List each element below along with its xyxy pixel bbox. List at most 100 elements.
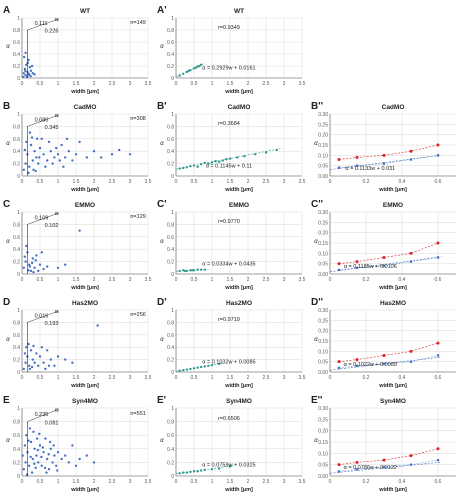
x-tick-label: 3 <box>129 277 132 283</box>
data-point <box>42 267 45 271</box>
data-point <box>218 160 221 163</box>
x-tick-label: 3.5 <box>299 277 306 283</box>
x-tick-label: 2 <box>247 375 250 381</box>
y-tick-label: 0.8 <box>13 420 20 426</box>
y-tick-label: 0.2 <box>13 64 20 70</box>
annotation: 0.193 <box>45 321 59 327</box>
y-tick-label: 0.6 <box>13 137 20 143</box>
data-point <box>25 434 28 437</box>
data-point <box>182 166 185 170</box>
trend-line <box>175 269 209 272</box>
data-point <box>55 146 58 150</box>
y-tick-label: 0 <box>17 474 20 480</box>
data-point <box>96 324 99 327</box>
y-axis-label: α <box>314 141 318 147</box>
data-point <box>56 451 60 454</box>
data-point <box>40 455 43 459</box>
data-point <box>41 446 45 449</box>
y-tick-label: 0 <box>171 174 174 180</box>
data-point <box>53 156 56 159</box>
data-point <box>196 366 199 369</box>
y-tick-label: 0.6 <box>167 40 174 46</box>
data-point <box>185 166 188 169</box>
red-data-point <box>382 353 386 357</box>
chart-title: EMMO <box>75 202 95 209</box>
x-tick-label: 0.2 <box>363 179 370 185</box>
red-data-point <box>409 251 413 255</box>
reference-line <box>27 213 59 225</box>
x-tick-label: 3.5 <box>299 375 306 381</box>
data-point <box>31 72 34 75</box>
y-tick-label: 0.25 <box>318 122 328 128</box>
x-tick-label: 2.5 <box>263 277 270 283</box>
data-point <box>24 260 27 263</box>
data-point <box>33 447 36 450</box>
x-tick-label: 3.5 <box>299 479 306 485</box>
panel-e2: E'' Syn4MO 0.00 0.05 0.10 0.15 0.20 0.25 0.30 0 0.… <box>311 395 456 493</box>
data-point <box>47 453 50 456</box>
x-axis-label: width [µm] <box>224 383 253 389</box>
annotation: 0.235 <box>35 412 49 418</box>
reference-line <box>27 115 59 127</box>
annotation: 0.081 <box>45 420 59 426</box>
data-point <box>74 153 78 156</box>
blue-data-point <box>436 354 440 357</box>
data-point <box>46 349 49 352</box>
data-point <box>56 355 60 358</box>
annotation: n=129 <box>130 214 145 220</box>
blue-data-point <box>436 256 440 259</box>
data-point <box>236 156 239 159</box>
x-tick-label: 2 <box>247 179 250 185</box>
annotation: 0.111 <box>35 21 48 27</box>
data-point <box>200 268 203 271</box>
data-point <box>31 159 34 162</box>
x-tick-label: 0.2 <box>363 479 370 485</box>
data-point <box>25 63 28 66</box>
panel-a: A WT 0 0.2 0.4 0.6 0.8 1 0 0.5 1 1.5 2 2.5 3 3.5 width [… <box>3 5 152 95</box>
data-point <box>71 361 74 364</box>
y-tick-label: 0.10 <box>318 153 328 159</box>
data-point <box>183 269 187 273</box>
y-tick-label: 0.6 <box>167 137 174 143</box>
annotation: α = 0.0786w + 0.0122 <box>344 465 397 471</box>
y-tick-label: 0.4 <box>167 52 174 58</box>
data-point <box>118 148 121 152</box>
x-axis-label: width [µm] <box>378 285 407 291</box>
panel-letter: E'' <box>311 395 322 406</box>
annotation: 0.102 <box>45 223 59 229</box>
y-tick-label: 0.8 <box>167 222 174 228</box>
panel-letter: C'' <box>311 199 323 210</box>
data-point <box>27 58 30 62</box>
red-series-line <box>338 242 439 264</box>
chart-title: CadMO <box>382 104 405 111</box>
panel-letter: B' <box>157 101 167 112</box>
x-tick-label: 2.5 <box>263 479 270 485</box>
y-tick-label: 0.10 <box>318 251 328 257</box>
x-tick-label: 0 <box>21 375 24 381</box>
x-tick-label: 1 <box>57 479 60 485</box>
y-tick-label: 0.10 <box>318 349 328 355</box>
red-data-point <box>337 360 341 364</box>
data-point <box>85 156 89 159</box>
data-point <box>30 471 34 474</box>
data-point <box>182 72 185 76</box>
x-tick-label: 0.4 <box>399 479 406 485</box>
data-point <box>200 163 203 166</box>
y-tick-label: 0.15 <box>318 440 328 446</box>
data-point <box>42 451 45 454</box>
red-series-line <box>338 342 439 362</box>
panel-letter: E <box>3 395 10 406</box>
y-axis-label: α <box>6 44 10 50</box>
trend-line <box>329 256 442 273</box>
x-tick-label: 0.4 <box>399 179 406 185</box>
data-point <box>33 150 36 153</box>
red-data-point <box>355 260 359 264</box>
data-point <box>53 364 56 367</box>
data-point <box>36 448 40 452</box>
data-point <box>63 156 67 159</box>
red-data-point <box>337 157 341 161</box>
red-data-point <box>355 460 359 464</box>
data-point <box>23 148 27 152</box>
data-point <box>210 468 214 471</box>
